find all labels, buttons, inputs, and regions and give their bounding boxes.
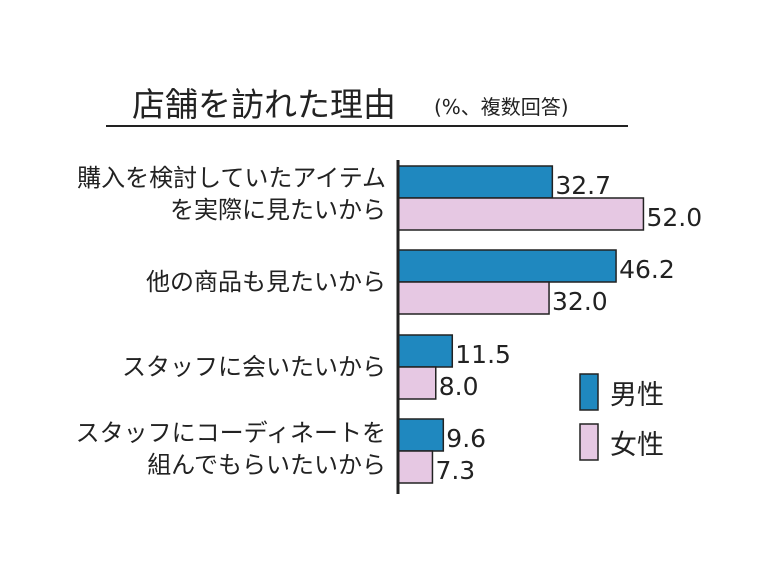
bar-male	[397, 334, 454, 368]
category-labels-group: 購入を検討していたアイテムを実際に見たいから他の商品も見たいからスタッフに会いた…	[76, 164, 386, 479]
value-label: 32.0	[552, 287, 608, 316]
chart-subtitle: (%、複数回答)	[434, 95, 569, 119]
bars-group: 32.7 52.0 46.2 32.0 11.5 8.0 9.6 7.3	[397, 165, 702, 485]
bar-male	[397, 418, 445, 452]
bar-female	[397, 197, 645, 231]
legend-swatch	[579, 373, 599, 411]
category-label: 組んでもらいたいから	[147, 451, 386, 479]
value-label: 8.0	[439, 372, 479, 401]
chart-title: 店舗を訪れた理由	[132, 85, 396, 124]
value-label: 11.5	[455, 340, 511, 369]
category-label: スタッフに会いたいから	[122, 353, 386, 381]
bar-female	[397, 366, 437, 400]
bar-female	[397, 281, 550, 315]
category-label: 購入を検討していたアイテム	[77, 164, 386, 192]
category-label: 他の商品も見たいから	[146, 268, 386, 296]
value-label: 46.2	[619, 255, 675, 284]
category-label: スタッフにコーディネートを	[76, 419, 386, 447]
legend-label: 女性	[610, 430, 664, 461]
legend-label: 男性	[610, 380, 664, 411]
value-label: 9.6	[446, 424, 486, 453]
value-label: 32.7	[555, 171, 611, 200]
category-label: を実際に見たいから	[170, 196, 386, 224]
bar-male	[397, 165, 554, 199]
bar-male	[397, 249, 617, 283]
value-label: 52.0	[646, 203, 702, 232]
legend-swatch	[579, 423, 599, 461]
bar-female	[397, 450, 434, 484]
value-label: 7.3	[435, 456, 475, 485]
